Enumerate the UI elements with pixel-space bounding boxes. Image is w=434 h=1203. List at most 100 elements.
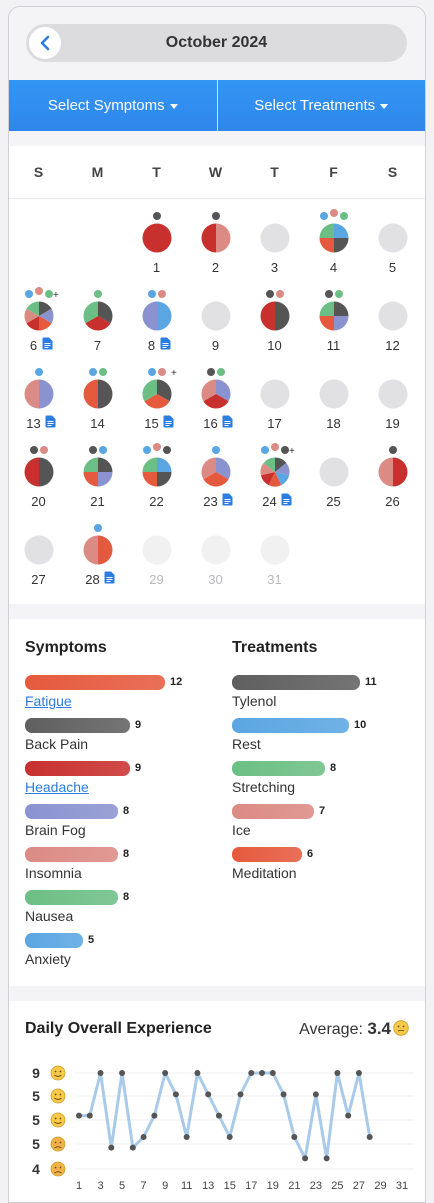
calendar-day[interactable]: 20: [9, 432, 68, 509]
day-number: 25: [326, 494, 341, 509]
count-value: 8: [330, 762, 337, 774]
symptom-pie: [319, 457, 349, 487]
calendar-day[interactable]: 10: [245, 276, 304, 353]
item-label: Rest: [232, 736, 261, 752]
data-point[interactable]: [280, 1091, 287, 1098]
data-point[interactable]: [76, 1112, 82, 1119]
note-icon[interactable]: [222, 415, 233, 428]
calendar-day[interactable]: 8: [127, 276, 186, 353]
data-point[interactable]: [183, 1134, 190, 1140]
data-point[interactable]: [86, 1112, 93, 1119]
count-value: 11: [365, 676, 377, 688]
data-point[interactable]: [366, 1134, 373, 1140]
data-point[interactable]: [97, 1070, 104, 1076]
symptom-pie: [201, 457, 231, 487]
symptom-pie: [378, 379, 408, 409]
calendar-day[interactable]: 26: [363, 432, 422, 509]
calendar-day[interactable]: 11: [304, 276, 363, 353]
calendar-day[interactable]: 21: [68, 432, 127, 509]
calendar-day[interactable]: 14: [68, 354, 127, 431]
data-point[interactable]: [226, 1134, 233, 1140]
item-link[interactable]: Fatigue: [25, 693, 72, 709]
treatment-dot: [152, 443, 161, 451]
calendar-day[interactable]: 2: [186, 198, 245, 275]
calendar-day[interactable]: 29: [127, 510, 186, 587]
data-point[interactable]: [334, 1070, 341, 1076]
calendar-day[interactable]: 3: [245, 198, 304, 275]
item-link[interactable]: Headache: [25, 779, 89, 795]
item-label: Insomnia: [25, 865, 82, 881]
data-point[interactable]: [259, 1070, 266, 1076]
data-point[interactable]: [302, 1155, 309, 1162]
symptom-pie: [319, 379, 349, 409]
data-point[interactable]: [194, 1070, 201, 1076]
data-point[interactable]: [237, 1091, 244, 1098]
calendar-day[interactable]: 12: [363, 276, 422, 353]
calendar-day[interactable]: 19: [363, 354, 422, 431]
data-point[interactable]: [215, 1112, 222, 1119]
data-point[interactable]: [172, 1091, 179, 1098]
calendar-day[interactable]: 5: [363, 198, 422, 275]
note-icon[interactable]: [281, 493, 292, 506]
data-point[interactable]: [345, 1112, 352, 1119]
note-icon[interactable]: [45, 415, 56, 428]
treatment-dot: [319, 212, 328, 220]
note-icon[interactable]: [160, 337, 171, 350]
day-number: 31: [267, 572, 282, 587]
calendar-day[interactable]: 25: [304, 432, 363, 509]
calendar-day[interactable]: 1: [127, 198, 186, 275]
calendar-day[interactable]: 31: [245, 510, 304, 587]
treatment-dot: [211, 212, 220, 220]
data-point[interactable]: [108, 1144, 115, 1151]
data-point[interactable]: [151, 1112, 158, 1119]
calendar-day[interactable]: 9: [186, 276, 245, 353]
x-tick-label: 11: [181, 1180, 192, 1192]
treatment-dot: [157, 290, 166, 298]
summary-item[interactable]: 9 Headache: [25, 761, 225, 801]
treatment-dot: [265, 290, 274, 298]
data-point[interactable]: [291, 1134, 298, 1140]
note-icon[interactable]: [163, 415, 174, 428]
treatment-dot: [211, 446, 220, 454]
calendar-day[interactable]: +15: [127, 354, 186, 431]
calendar-day[interactable]: 22: [127, 432, 186, 509]
calendar-day[interactable]: 7: [68, 276, 127, 353]
calendar-day[interactable]: 27: [9, 510, 68, 587]
average-readout: Average: 3.4: [299, 1019, 391, 1039]
calendar-day[interactable]: 16: [186, 354, 245, 431]
select-treatments-button[interactable]: Select Treatments: [216, 80, 425, 131]
summary-item[interactable]: 12 Fatigue: [25, 675, 225, 715]
day-number: 20: [31, 494, 46, 509]
day-number: 17: [267, 416, 282, 431]
mood-face-icon: [50, 1112, 66, 1128]
data-point[interactable]: [312, 1091, 319, 1098]
calendar-day[interactable]: 13: [9, 354, 68, 431]
symptom-pie: [319, 301, 349, 331]
data-point[interactable]: [119, 1070, 126, 1076]
calendar-day[interactable]: +24: [245, 432, 304, 509]
day-number: 1: [152, 260, 161, 275]
data-point[interactable]: [355, 1070, 362, 1076]
note-icon[interactable]: [222, 493, 233, 506]
day-number: 27: [31, 572, 46, 587]
data-point[interactable]: [248, 1070, 255, 1076]
data-point[interactable]: [162, 1070, 169, 1076]
day-number: 7: [93, 338, 102, 353]
select-symptoms-button[interactable]: Select Symptoms: [9, 80, 217, 131]
calendar-day[interactable]: +6: [9, 276, 68, 353]
calendar-day[interactable]: 18: [304, 354, 363, 431]
calendar-day[interactable]: 23: [186, 432, 245, 509]
back-button[interactable]: [29, 27, 61, 59]
data-point[interactable]: [323, 1155, 330, 1162]
data-point[interactable]: [269, 1070, 276, 1076]
calendar-day[interactable]: 4: [304, 198, 363, 275]
data-point[interactable]: [140, 1134, 147, 1140]
calendar-day[interactable]: 17: [245, 354, 304, 431]
note-icon[interactable]: [104, 571, 115, 584]
calendar-day[interactable]: 30: [186, 510, 245, 587]
data-point[interactable]: [129, 1144, 136, 1151]
month-selector: October 2024: [26, 24, 407, 62]
note-icon[interactable]: [42, 337, 53, 350]
calendar-day[interactable]: 28: [68, 510, 127, 587]
data-point[interactable]: [205, 1091, 212, 1098]
